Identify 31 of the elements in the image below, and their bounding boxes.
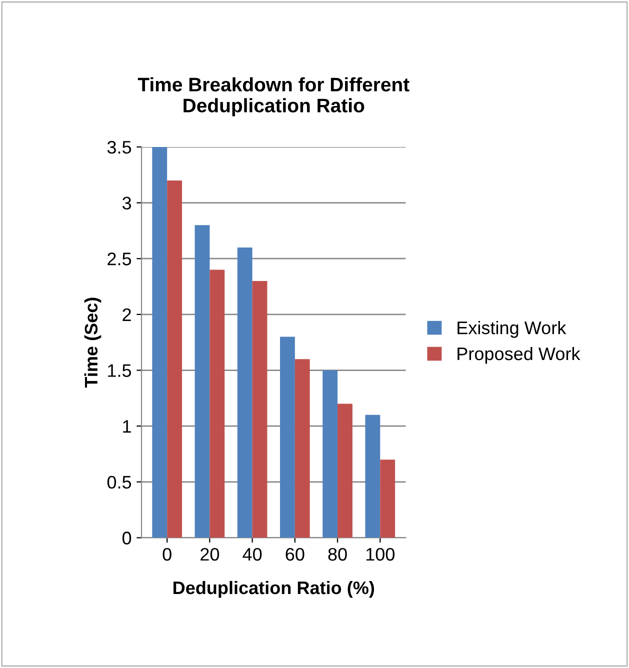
bar bbox=[194, 225, 210, 538]
y-tick-label: 0.5 bbox=[107, 476, 132, 489]
x-axis-title: Deduplication Ratio (%) bbox=[174, 580, 374, 598]
y-tick-label: 1.5 bbox=[108, 364, 132, 377]
x-tick-label: 40 bbox=[242, 548, 262, 561]
y-tick-label: 0 bbox=[122, 532, 132, 544]
bar bbox=[294, 359, 310, 538]
bar bbox=[365, 414, 380, 538]
bar bbox=[237, 247, 252, 538]
bar bbox=[167, 180, 182, 538]
chart-title: Time Breakdown for Different Deduplication Ratio bbox=[138, 77, 410, 116]
y-tick-label: 1 bbox=[123, 420, 131, 433]
y-tick-label: 3.5 bbox=[107, 140, 132, 154]
y-tick-label: 2 bbox=[122, 308, 131, 321]
legend-label: Proposed Work bbox=[458, 346, 580, 364]
x-tick-label: 80 bbox=[328, 548, 347, 561]
x-tick-label: 100 bbox=[366, 548, 394, 561]
y-axis-title: Time (Sec) bbox=[84, 298, 102, 388]
y-tick-label: 2.5 bbox=[108, 252, 132, 266]
bar bbox=[322, 370, 338, 538]
bar bbox=[252, 280, 268, 538]
x-tick-label: 0 bbox=[162, 548, 172, 561]
bar bbox=[210, 270, 225, 538]
bar bbox=[280, 336, 295, 538]
legend-label: Existing Work bbox=[458, 321, 566, 338]
x-tick-label: 20 bbox=[200, 548, 220, 561]
bar bbox=[380, 460, 396, 538]
bar bbox=[152, 146, 168, 538]
y-tick-label: 3 bbox=[122, 196, 132, 210]
bar bbox=[338, 404, 352, 538]
x-tick-label: 60 bbox=[286, 548, 304, 561]
